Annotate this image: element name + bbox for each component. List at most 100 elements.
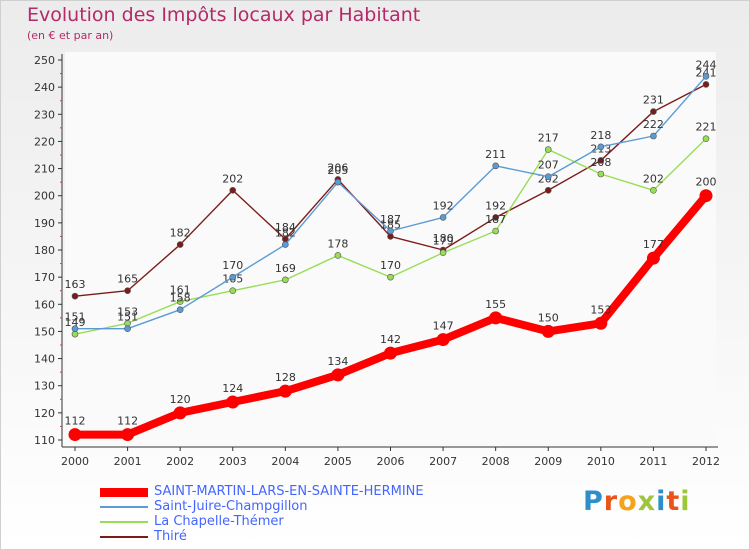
data-label: 112 xyxy=(117,415,138,428)
data-point xyxy=(699,189,713,203)
data-label: 205 xyxy=(327,164,348,177)
data-label: 180 xyxy=(433,232,454,245)
data-point xyxy=(597,170,605,178)
logo-letter: i xyxy=(656,486,667,517)
data-point xyxy=(68,428,82,442)
data-point xyxy=(544,173,552,181)
data-point xyxy=(384,346,397,360)
data-label: 163 xyxy=(65,278,86,291)
x-tick-label: 2009 xyxy=(534,455,562,468)
data-point xyxy=(594,316,608,330)
data-point xyxy=(492,214,499,221)
data-label: 222 xyxy=(643,118,664,131)
data-point xyxy=(173,406,187,420)
y-tick-label: 180 xyxy=(34,244,55,257)
data-label: 158 xyxy=(170,292,191,305)
data-label: 179 xyxy=(433,235,454,248)
y-tick-label: 220 xyxy=(34,135,55,148)
data-point xyxy=(597,157,605,164)
x-tick-label: 2012 xyxy=(692,455,720,468)
data-point xyxy=(650,132,657,140)
data-label: 147 xyxy=(433,320,454,333)
x-tick-label: 2005 xyxy=(324,455,352,468)
data-label: 153 xyxy=(590,303,611,316)
logo-letter: i xyxy=(680,486,691,517)
legend-swatch xyxy=(100,506,148,508)
data-label: 231 xyxy=(643,94,664,107)
x-tick-label: 2006 xyxy=(377,455,405,468)
data-label: 244 xyxy=(696,58,717,71)
data-label: 149 xyxy=(65,316,86,329)
y-tick-label: 210 xyxy=(34,163,55,176)
data-point xyxy=(702,135,710,143)
data-label: 153 xyxy=(117,305,138,318)
y-tick-label: 230 xyxy=(34,108,55,121)
data-label: 218 xyxy=(590,129,611,142)
data-point xyxy=(226,395,240,409)
x-tick-label: 2011 xyxy=(639,455,667,468)
data-point xyxy=(702,81,710,88)
data-point xyxy=(71,325,79,333)
logo-letter: r xyxy=(603,486,619,517)
data-point xyxy=(492,162,499,170)
legend-label: Saint-Juire-Champgillon xyxy=(154,499,308,514)
data-point xyxy=(121,428,135,442)
data-label: 150 xyxy=(538,311,559,324)
data-point xyxy=(176,306,184,314)
data-label: 202 xyxy=(643,172,664,185)
data-label: 151 xyxy=(117,311,138,324)
data-point xyxy=(650,108,657,115)
data-label: 211 xyxy=(485,148,506,161)
y-tick-label: 140 xyxy=(34,353,55,366)
data-point xyxy=(334,252,342,259)
legend-label: La Chapelle-Thémer xyxy=(154,514,284,529)
legend-swatch xyxy=(100,487,148,497)
data-label: 241 xyxy=(696,66,717,79)
data-label: 161 xyxy=(170,284,191,297)
data-label: 124 xyxy=(222,382,243,395)
data-label: 178 xyxy=(327,237,348,250)
data-label: 202 xyxy=(222,172,243,185)
data-point xyxy=(176,298,184,305)
data-point xyxy=(229,273,237,281)
logo-letter: P xyxy=(583,486,604,517)
y-tick-label: 250 xyxy=(34,54,55,67)
plot-area xyxy=(65,52,716,446)
logo-letter: t xyxy=(666,486,681,517)
legend-label: Thiré xyxy=(154,529,187,544)
data-point xyxy=(176,241,184,248)
legend-label: SAINT-MARTIN-LARS-EN-SAINTE-HERMINE xyxy=(154,484,424,499)
y-tick-label: 170 xyxy=(34,271,55,284)
data-point xyxy=(387,273,394,281)
data-label: 151 xyxy=(65,311,86,324)
data-point xyxy=(331,368,345,382)
legend-swatch xyxy=(100,521,148,523)
data-point xyxy=(646,251,660,265)
data-point xyxy=(439,214,447,221)
y-tick-label: 190 xyxy=(34,217,55,230)
data-point xyxy=(597,143,605,151)
data-label: 177 xyxy=(643,238,664,251)
data-label: 187 xyxy=(380,213,401,226)
data-point xyxy=(387,233,394,240)
data-label: 206 xyxy=(327,161,348,174)
data-label: 169 xyxy=(275,262,296,275)
data-point xyxy=(544,186,552,194)
y-tick-label: 240 xyxy=(34,81,55,94)
x-tick-label: 2007 xyxy=(429,455,457,468)
data-label: 112 xyxy=(65,415,86,428)
data-point xyxy=(489,311,503,325)
data-label: 170 xyxy=(380,259,401,272)
x-tick-label: 2003 xyxy=(219,455,247,468)
data-point xyxy=(124,287,131,295)
y-tick-label: 120 xyxy=(34,407,55,420)
data-label: 142 xyxy=(380,333,401,346)
data-point xyxy=(229,186,237,194)
y-tick-label: 160 xyxy=(34,298,55,311)
y-tick-label: 150 xyxy=(34,325,55,338)
y-tick-label: 130 xyxy=(34,380,55,393)
x-tick-label: 2004 xyxy=(271,455,299,468)
data-point xyxy=(124,325,131,333)
data-point xyxy=(71,330,79,338)
x-tick-label: 2008 xyxy=(482,455,510,468)
